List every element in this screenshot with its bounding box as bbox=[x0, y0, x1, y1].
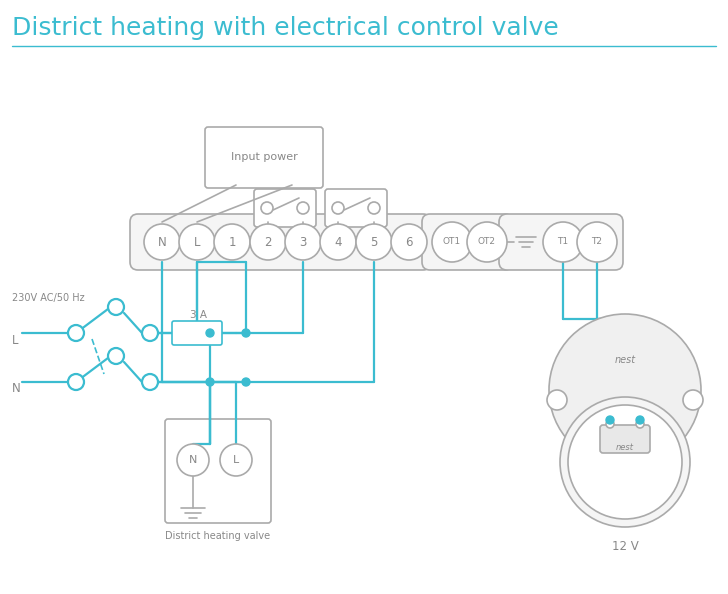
Text: 3 A: 3 A bbox=[190, 310, 207, 320]
Text: 6: 6 bbox=[405, 235, 413, 248]
Circle shape bbox=[606, 416, 614, 424]
FancyBboxPatch shape bbox=[600, 425, 650, 453]
Circle shape bbox=[320, 224, 356, 260]
FancyBboxPatch shape bbox=[422, 214, 513, 270]
Circle shape bbox=[560, 397, 690, 527]
Text: T1: T1 bbox=[558, 238, 569, 247]
Circle shape bbox=[432, 222, 472, 262]
Text: L: L bbox=[12, 333, 18, 346]
Circle shape bbox=[142, 325, 158, 341]
Circle shape bbox=[250, 224, 286, 260]
FancyBboxPatch shape bbox=[205, 127, 323, 188]
Circle shape bbox=[179, 224, 215, 260]
Text: OT1: OT1 bbox=[443, 238, 461, 247]
Circle shape bbox=[391, 224, 427, 260]
Circle shape bbox=[543, 222, 583, 262]
Text: 5: 5 bbox=[371, 235, 378, 248]
Text: 1: 1 bbox=[229, 235, 236, 248]
Text: L: L bbox=[233, 455, 239, 465]
Text: District heating valve: District heating valve bbox=[165, 531, 271, 541]
Circle shape bbox=[368, 202, 380, 214]
Circle shape bbox=[68, 325, 84, 341]
FancyBboxPatch shape bbox=[254, 189, 316, 227]
Circle shape bbox=[285, 224, 321, 260]
Circle shape bbox=[242, 329, 250, 337]
Text: 2: 2 bbox=[264, 235, 272, 248]
Text: N: N bbox=[12, 381, 21, 394]
Circle shape bbox=[220, 444, 252, 476]
Text: nest: nest bbox=[616, 443, 634, 451]
Circle shape bbox=[108, 299, 124, 315]
Text: Input power: Input power bbox=[231, 152, 297, 162]
Text: 4: 4 bbox=[334, 235, 341, 248]
Circle shape bbox=[206, 378, 214, 386]
Circle shape bbox=[577, 222, 617, 262]
Circle shape bbox=[242, 378, 250, 386]
Text: OT2: OT2 bbox=[478, 238, 496, 247]
FancyBboxPatch shape bbox=[165, 419, 271, 523]
Circle shape bbox=[606, 420, 614, 428]
FancyBboxPatch shape bbox=[499, 214, 623, 270]
Circle shape bbox=[144, 224, 180, 260]
Circle shape bbox=[636, 420, 644, 428]
Text: 3: 3 bbox=[299, 235, 306, 248]
Circle shape bbox=[636, 416, 644, 424]
Circle shape bbox=[142, 374, 158, 390]
Text: 12 V: 12 V bbox=[612, 541, 638, 554]
FancyBboxPatch shape bbox=[325, 189, 387, 227]
Circle shape bbox=[214, 224, 250, 260]
Circle shape bbox=[549, 314, 701, 466]
Circle shape bbox=[297, 202, 309, 214]
Text: nest: nest bbox=[614, 355, 636, 365]
FancyBboxPatch shape bbox=[130, 214, 431, 270]
Circle shape bbox=[108, 348, 124, 364]
Circle shape bbox=[177, 444, 209, 476]
Circle shape bbox=[467, 222, 507, 262]
Circle shape bbox=[568, 405, 682, 519]
Circle shape bbox=[356, 224, 392, 260]
Circle shape bbox=[261, 202, 273, 214]
Text: T2: T2 bbox=[592, 238, 603, 247]
Circle shape bbox=[68, 374, 84, 390]
Circle shape bbox=[332, 202, 344, 214]
Text: 230V AC/50 Hz: 230V AC/50 Hz bbox=[12, 293, 84, 303]
Text: N: N bbox=[158, 235, 167, 248]
Circle shape bbox=[683, 390, 703, 410]
FancyBboxPatch shape bbox=[172, 321, 222, 345]
Text: L: L bbox=[194, 235, 200, 248]
Text: District heating with electrical control valve: District heating with electrical control… bbox=[12, 16, 559, 40]
Circle shape bbox=[206, 329, 214, 337]
Circle shape bbox=[547, 390, 567, 410]
Text: N: N bbox=[189, 455, 197, 465]
